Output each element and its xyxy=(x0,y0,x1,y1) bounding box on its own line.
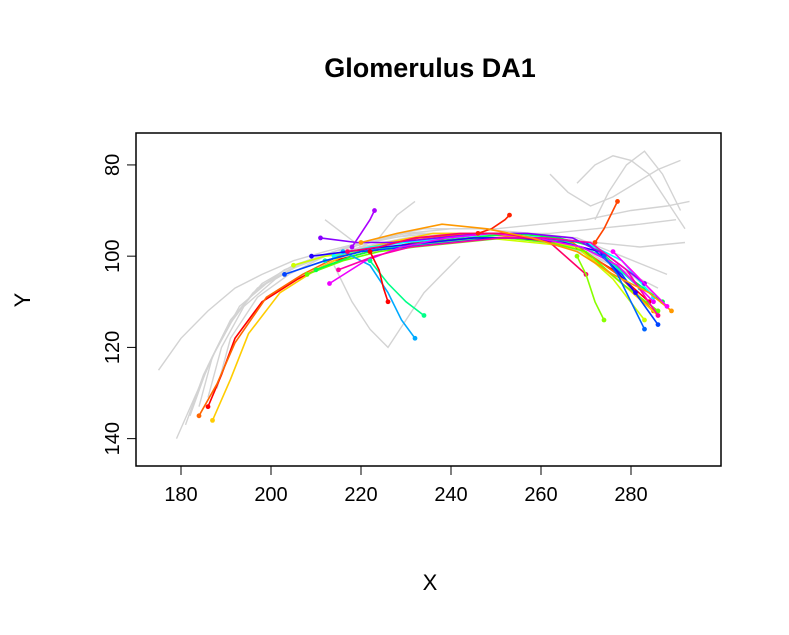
trace-1-end-0 xyxy=(196,413,202,419)
trace-21 xyxy=(603,255,646,330)
trace-4-end-1 xyxy=(655,308,661,314)
trace-23-end-0 xyxy=(592,240,598,245)
trace-13-end-0 xyxy=(336,267,341,273)
trace-18-end-0 xyxy=(349,244,355,250)
trace-10-end-1 xyxy=(633,290,638,296)
x-tick-label: 180 xyxy=(164,484,197,506)
background-traces xyxy=(157,150,690,439)
trace-20 xyxy=(576,255,605,321)
trace-16-end-1 xyxy=(669,308,674,314)
trace-9-end-1 xyxy=(655,322,661,327)
trace-23 xyxy=(594,201,619,243)
trace-13 xyxy=(338,237,659,316)
trace-14 xyxy=(347,232,587,275)
background-trace-7 xyxy=(333,255,461,349)
trace-2-end-0 xyxy=(210,417,215,423)
y-tick-label: 80 xyxy=(102,154,124,176)
trace-22-end-1 xyxy=(664,303,670,309)
trace-19-end-0 xyxy=(367,249,373,255)
x-axis: 180 200 220 240 260 280 xyxy=(164,465,648,506)
chart-title: Glomerulus DA1 xyxy=(324,53,536,83)
trace-9-end-0 xyxy=(282,272,287,277)
trace-21-end-0 xyxy=(601,253,607,259)
x-tick-label: 200 xyxy=(254,484,287,506)
trace-10-end-0 xyxy=(309,253,314,259)
background-trace-6 xyxy=(189,237,659,417)
trace-17-end-1 xyxy=(421,313,427,318)
trace-20-end-0 xyxy=(574,253,580,259)
trace-15 xyxy=(477,214,511,235)
trace-8-end-1 xyxy=(412,335,418,341)
trace-20-end-1 xyxy=(601,317,607,323)
x-tick-label: 280 xyxy=(614,484,647,506)
trace-13-end-1 xyxy=(655,313,661,318)
trace-15-end-1 xyxy=(507,212,512,218)
trace-22 xyxy=(612,251,668,307)
trace-11-end-0 xyxy=(318,235,323,241)
x-tick-label: 240 xyxy=(434,484,467,506)
trace-4-end-0 xyxy=(304,272,310,277)
trace-21-end-1 xyxy=(642,326,647,332)
trace-14-end-0 xyxy=(345,249,350,255)
trace-12-end-1 xyxy=(651,299,656,305)
trace-1 xyxy=(198,232,655,417)
trace-5-end-0 xyxy=(313,267,319,273)
trace-16-end-0 xyxy=(358,240,364,245)
trace-17-end-0 xyxy=(367,258,373,264)
trace-23-end-1 xyxy=(615,199,620,204)
trace-18 xyxy=(351,210,376,248)
trace-18-end-1 xyxy=(372,208,377,213)
y-tick-label: 140 xyxy=(102,422,124,455)
trace-16 xyxy=(360,223,673,312)
y-axis: 80 100 120 140 xyxy=(102,154,137,455)
trace-15-end-0 xyxy=(475,230,481,236)
trace-12-end-0 xyxy=(327,281,332,286)
trace-19-end-1 xyxy=(385,299,391,305)
colored-traces xyxy=(196,199,674,423)
background-trace-11 xyxy=(594,150,682,221)
trace-0-end-0 xyxy=(205,404,211,410)
trace-3-end-1 xyxy=(642,317,647,323)
x-tick-label: 260 xyxy=(524,484,557,506)
y-axis-label: Y xyxy=(10,292,35,307)
plot-frame xyxy=(135,132,722,467)
x-tick-label: 220 xyxy=(344,484,377,506)
trace-0 xyxy=(207,237,650,408)
x-axis-label: X xyxy=(423,570,438,595)
trace-3-end-0 xyxy=(291,262,296,268)
y-tick-label: 120 xyxy=(102,331,124,364)
y-tick-label: 100 xyxy=(102,239,124,272)
trace-22-end-0 xyxy=(610,249,616,255)
background-trace-9 xyxy=(576,155,686,230)
background-trace-5 xyxy=(216,232,645,389)
trace-19 xyxy=(369,251,389,303)
